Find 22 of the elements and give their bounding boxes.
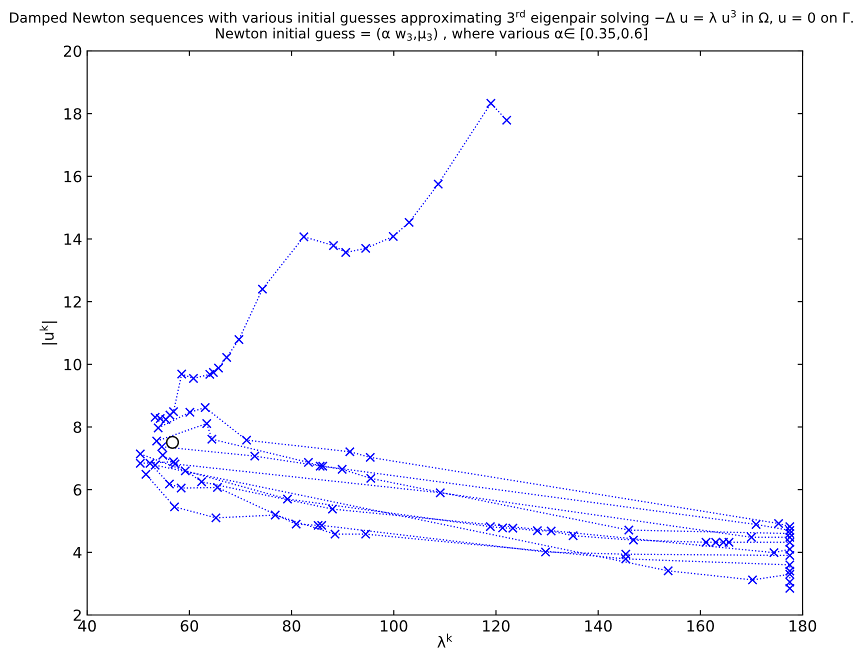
y-tick-label: 2 bbox=[74, 609, 81, 621]
y-tick-label: 16 bbox=[64, 170, 82, 182]
x-tick-label: 140 bbox=[585, 620, 612, 632]
chart-subtitle: Newton initial guess = (α w$_{3}$,μ$_{3}$) , where various α∈ [0.35,0.6] bbox=[216, 28, 647, 42]
x-tick-label: 80 bbox=[282, 620, 300, 632]
y-tick-label: 10 bbox=[64, 358, 82, 370]
y-tick-label: 4 bbox=[73, 546, 82, 558]
x-tick-label: 160 bbox=[687, 620, 714, 632]
y-tick-label: 20 bbox=[64, 45, 82, 57]
y-tick-label: 8 bbox=[74, 421, 82, 434]
x-tick-label: 180 bbox=[790, 620, 816, 632]
y-tick-label: 18 bbox=[64, 108, 82, 120]
x-tick-label: 40 bbox=[78, 620, 96, 632]
x-tick-label: 60 bbox=[180, 620, 198, 632]
x-tick-label: 120 bbox=[483, 620, 510, 632]
chart-title: Damped Newton sequences with various initial guesses approximating 3$^{rd}$ eigenpair solving −Δ u = λ u$^{3}$ in Ω, u = 0 on Γ. bbox=[10, 10, 853, 26]
x-tick-label: 100 bbox=[380, 620, 408, 632]
y-tick-label: 12 bbox=[64, 296, 81, 308]
x-axis-title: λ$^{k}$ bbox=[437, 634, 452, 648]
y-tick-label: 14 bbox=[64, 234, 82, 245]
y-tick-label: 6 bbox=[74, 484, 82, 496]
y-axis-title: |u$^{k}$| bbox=[40, 322, 58, 344]
